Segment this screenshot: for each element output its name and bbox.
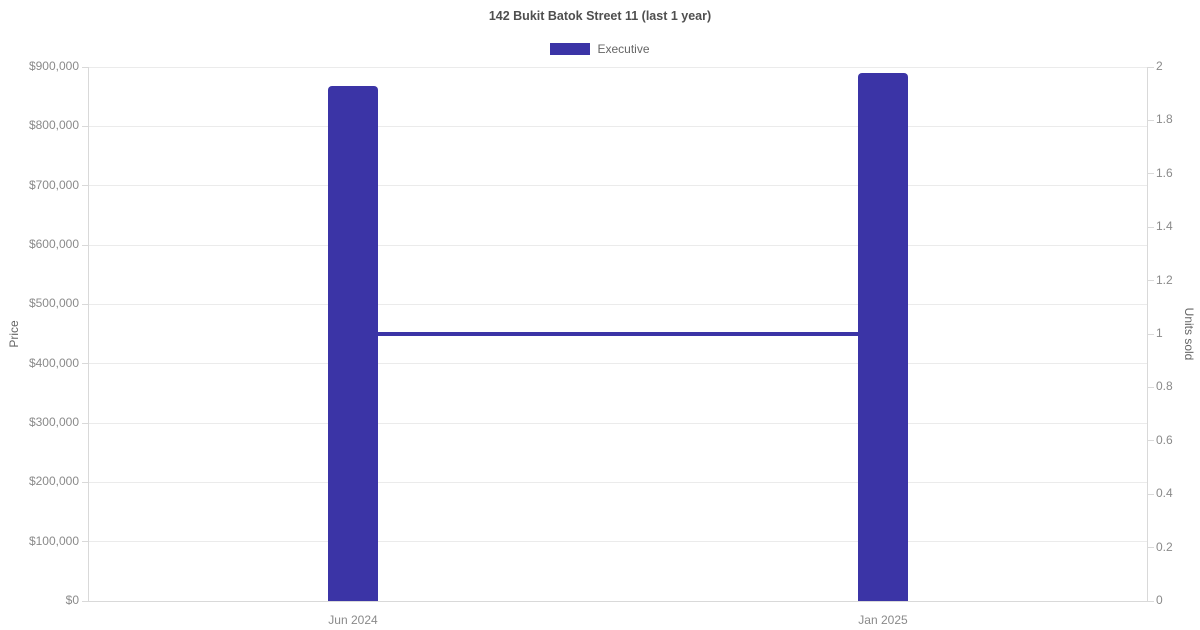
y-tick-mark-right [1148,173,1154,175]
y-tick-label-right: 1.6 [1156,165,1173,180]
y-tick-mark-right [1148,493,1154,495]
bar[interactable] [858,72,908,601]
y-tick-mark-left [82,363,88,365]
y-tick-mark-left [82,481,88,483]
y-tick-label-left: $800,000 [28,118,79,133]
units-sold-line[interactable] [353,332,883,336]
y-tick-mark-right [1148,547,1154,549]
y-grid-line [88,481,1148,483]
y-tick-label-right: 0.2 [1156,539,1173,554]
legend-item-executive[interactable]: Executive [550,42,650,56]
y-tick-label-right: 2 [1156,59,1163,73]
y-tick-mark-right [1148,440,1154,442]
y-grid-line [88,185,1148,187]
y-tick-mark-right [1148,280,1154,282]
y-tick-label-left: $900,000 [28,59,79,73]
y-tick-mark-right [1148,66,1154,68]
legend-swatch [550,43,591,55]
y-grid-line [88,303,1148,305]
legend-item-label: Executive [597,42,650,56]
y-tick-label-left: $0 [65,593,79,607]
y-tick-label-left: $500,000 [28,296,79,311]
x-tick-label: Jun 2024 [328,613,378,627]
y-tick-mark-left [82,600,88,602]
y-tick-label-right: 0 [1156,593,1163,607]
y-grid-line [88,541,1148,543]
y-grid-line [88,125,1148,127]
y-tick-label-right: 1.4 [1156,219,1173,234]
x-axis-line [88,601,1148,602]
y-tick-mark-left [82,303,88,305]
y-tick-mark-left [82,422,88,424]
legend: Executive [0,42,1200,56]
y-tick-label-right: 0.8 [1156,379,1173,394]
y-grid-line [88,363,1148,365]
y-tick-mark-left [82,244,88,246]
y-tick-mark-right [1148,333,1154,335]
y-tick-label-left: $400,000 [28,355,79,370]
y-tick-label-right: 1.2 [1156,272,1173,287]
y-tick-label-right: 1 [1156,326,1163,340]
chart-title: 142 Bukit Batok Street 11 (last 1 year) [488,9,712,23]
y-grid-line [88,422,1148,424]
y-grid-line [88,66,1148,68]
y-tick-mark-right [1148,386,1154,388]
y-grid-line [88,244,1148,246]
y-tick-label-right: 0.4 [1156,486,1173,501]
y-tick-label-left: $600,000 [28,237,79,251]
y-tick-label-right: 1.8 [1156,112,1173,127]
y-tick-mark-left [82,185,88,187]
y-axis-line-left [88,67,89,601]
y-tick-mark-left [82,541,88,543]
y-tick-label-right: 0.6 [1156,432,1173,447]
y-tick-label-left: $100,000 [28,533,79,548]
y-tick-mark-left [82,125,88,127]
y-tick-label-left: $700,000 [28,177,79,192]
y-axis-line-right [1147,67,1148,601]
bar[interactable] [328,85,378,601]
y-tick-label-left: $200,000 [28,474,79,489]
y-tick-mark-right [1148,600,1154,602]
y-tick-mark-right [1148,119,1154,121]
y-tick-mark-right [1148,226,1154,228]
y-tick-mark-left [82,66,88,68]
y-tick-label-left: $300,000 [28,415,79,429]
x-tick-label: Jan 2025 [858,613,908,627]
